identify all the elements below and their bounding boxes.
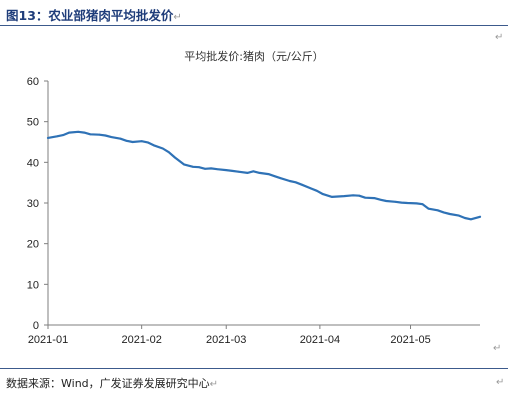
data-point (479, 215, 481, 218)
data-point (322, 193, 324, 196)
data-point (464, 217, 466, 219)
data-point (231, 170, 234, 172)
data-point (183, 163, 185, 166)
x-axis: 2021-01 2021-02 2021-03 2021-04 2021-05 (28, 324, 480, 346)
data-point (442, 211, 445, 214)
data-point (400, 201, 403, 204)
data-point (358, 194, 361, 197)
data-point (174, 156, 176, 159)
data-point (309, 187, 312, 190)
data-point (246, 172, 249, 174)
series-layer (46, 130, 482, 221)
data-point (237, 170, 240, 173)
x-tick-label: 2021-04 (300, 334, 340, 346)
data-point (331, 196, 333, 198)
data-point (316, 189, 318, 192)
y-tick-label: 10 (27, 279, 39, 291)
paragraph-mark-icon: ↵ (493, 343, 502, 354)
data-point (146, 141, 149, 144)
data-point (167, 151, 170, 154)
paragraph-mark-icon: ↵ (496, 377, 505, 388)
y-tick-label: 20 (27, 239, 39, 251)
x-tick-label: 2021-05 (390, 334, 430, 346)
y-axis: 0 10 20 30 40 50 60 (27, 76, 49, 332)
y-tick-label: 30 (27, 198, 39, 210)
data-point (288, 180, 291, 182)
data-point (273, 175, 276, 178)
data-point (394, 200, 397, 203)
paragraph-mark-icon: ↵ (173, 12, 182, 23)
data-point (225, 169, 228, 172)
data-point (300, 183, 303, 186)
data-point (56, 135, 58, 138)
paragraph-mark-icon: ↵ (495, 32, 504, 43)
data-point (448, 213, 451, 215)
data-point (421, 203, 424, 206)
data-point (379, 198, 382, 201)
data-point (98, 133, 101, 136)
data-point (364, 196, 367, 199)
data-point (373, 197, 376, 200)
y-tick-label: 50 (27, 117, 39, 129)
data-point (252, 170, 255, 173)
y-tick-label: 0 (33, 320, 39, 332)
data-point (152, 144, 155, 147)
top-rule (0, 25, 508, 26)
data-point (385, 200, 388, 202)
source-note: 数据来源：Wind，广发证券发展研究中心↵ (6, 375, 218, 391)
data-point (352, 194, 354, 197)
data-point (337, 195, 339, 198)
data-point (406, 202, 409, 204)
data-point (62, 134, 64, 137)
data-point (77, 130, 80, 133)
data-point (458, 214, 460, 217)
data-point (216, 168, 219, 171)
data-point (279, 177, 282, 180)
paragraph-mark-icon: ↵ (209, 379, 219, 390)
data-point (47, 137, 49, 139)
data-point (125, 139, 128, 142)
data-point (343, 195, 345, 198)
y-tick-label: 60 (27, 76, 39, 88)
figure-title: 图13：农业部猪肉平均批发价↵ (6, 5, 182, 24)
data-point (204, 167, 207, 170)
data-point (110, 136, 113, 139)
data-point (161, 147, 164, 150)
data-point (140, 140, 143, 143)
data-point (267, 173, 270, 176)
data-point (294, 181, 297, 184)
data-point (415, 202, 418, 205)
data-point (83, 131, 86, 134)
y-tick-label: 40 (27, 157, 39, 169)
x-tick-label: 2021-01 (28, 334, 68, 346)
data-point (68, 131, 70, 134)
x-tick-label: 2021-02 (121, 334, 161, 346)
data-point (427, 207, 430, 210)
data-point (436, 209, 439, 212)
series-line (46, 130, 482, 221)
figure-title-text: 图13：农业部猪肉平均批发价 (6, 8, 174, 23)
x-tick-label: 2021-03 (206, 334, 246, 346)
data-point (119, 137, 122, 140)
source-text: 数据来源：Wind，广发证券发展研究中心 (6, 377, 210, 390)
data-point (89, 133, 92, 136)
data-point (192, 165, 194, 168)
data-point (258, 172, 261, 174)
bottom-rule (0, 368, 508, 369)
data-point (198, 166, 200, 169)
chart-title: 平均批发价:猪肉（元/公斤） (184, 49, 323, 63)
data-point (104, 134, 107, 137)
data-point (210, 167, 213, 170)
data-point (131, 141, 134, 143)
data-point (470, 218, 472, 221)
